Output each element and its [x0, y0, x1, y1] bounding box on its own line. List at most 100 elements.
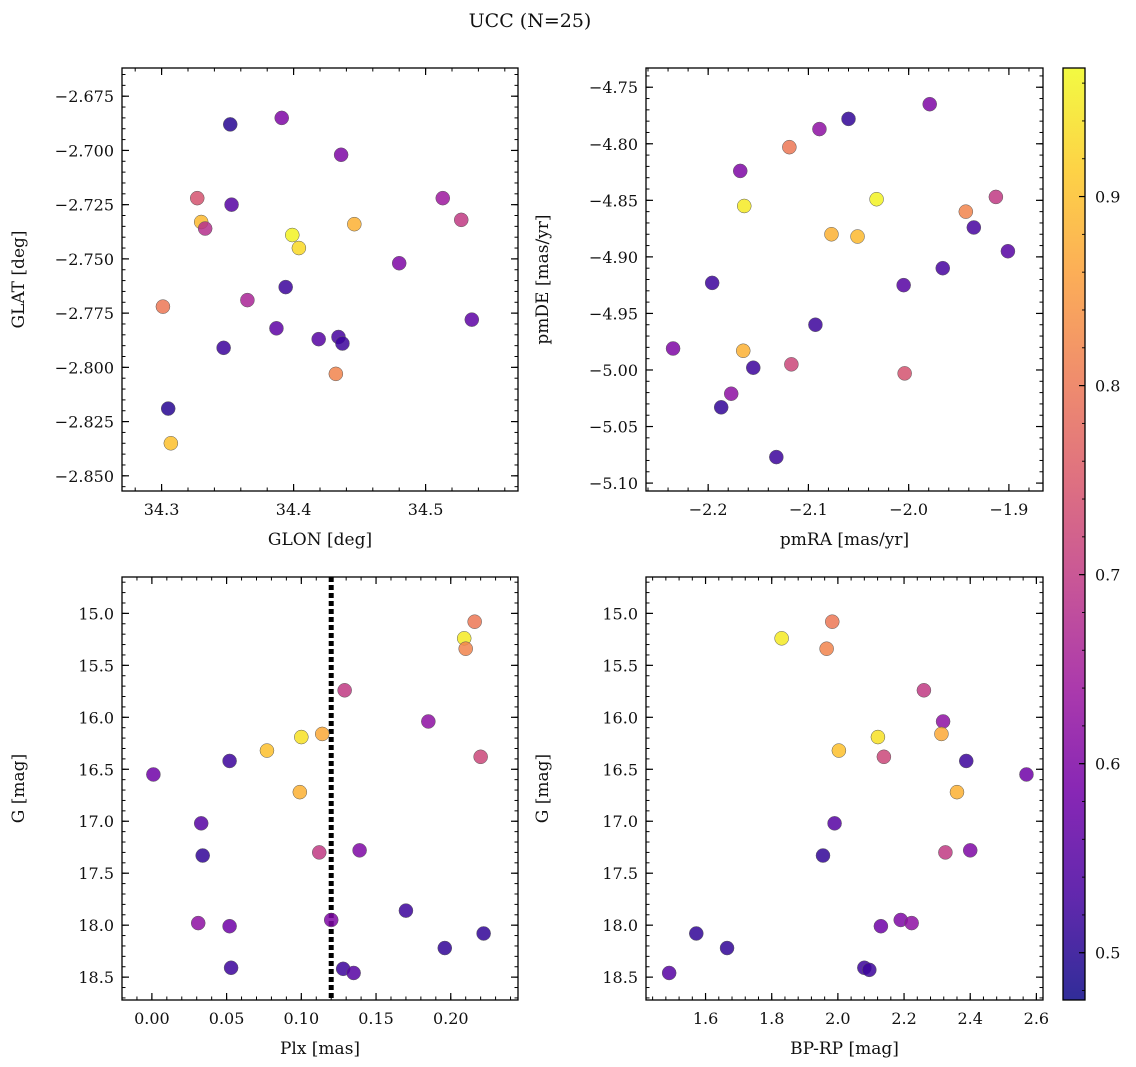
data-point	[216, 340, 231, 356]
data-point	[240, 292, 255, 308]
colorbar-tick-label: 0.8	[1095, 377, 1120, 396]
y-tick-label: −2.750	[55, 250, 114, 269]
data-point	[713, 400, 729, 415]
y-tick-label: 15.0	[602, 604, 638, 623]
data-point	[815, 848, 831, 863]
y-tick-label: 16.0	[78, 708, 114, 727]
data-point	[274, 110, 289, 126]
y-tick-label: 18.5	[602, 968, 638, 987]
data-point	[831, 743, 847, 758]
y-tick-label: 18.5	[78, 968, 114, 987]
y-tick-label: 18.0	[602, 916, 638, 935]
panel-bprp-g: 1.6 1.8 2.0 2.2 2.4 2.6 15.0 15.5 16.0 16.5 17.0 17…	[533, 576, 1049, 1059]
data-point	[812, 121, 827, 137]
data-point	[1019, 767, 1034, 782]
y-tick-label: −2.725	[55, 196, 114, 215]
data-point	[294, 729, 309, 745]
data-point	[224, 197, 239, 212]
y-tick-label: 16.5	[78, 760, 114, 779]
data-point	[723, 386, 739, 401]
panel-plx-g: 0.00 0.05 0.10 0.15 0.20 15.0 15.5 16.0 16.5 17.0…	[9, 576, 519, 1059]
data-point	[958, 204, 974, 219]
x-tick-label: 1.8	[759, 1009, 784, 1028]
data-point	[736, 198, 752, 214]
data-point	[746, 360, 761, 375]
y-axis-label: GLAT [deg]	[9, 230, 29, 328]
data-point	[922, 96, 937, 112]
x-tick-label: 2.0	[825, 1009, 850, 1028]
y-tick-label: −4.95	[589, 304, 638, 323]
data-point	[333, 147, 349, 163]
y-tick-label: −2.775	[55, 304, 114, 323]
y-tick-label: 16.0	[602, 708, 638, 727]
x-tick-label: −2.1	[789, 500, 828, 519]
x-axis-label: Plx [mas]	[280, 1039, 360, 1059]
x-tick-label: −1.9	[989, 500, 1028, 519]
y-tick-label: 17.5	[602, 864, 638, 883]
data-point	[421, 714, 436, 729]
y-tick-label: 15.0	[78, 604, 114, 623]
x-tick-label: 34.3	[144, 500, 180, 519]
data-point	[464, 312, 480, 327]
data-point	[328, 366, 344, 382]
y-tick-label: 15.5	[602, 656, 638, 675]
data-point	[827, 816, 842, 831]
x-tick-label: 0.05	[209, 1009, 245, 1028]
data-point	[337, 683, 352, 698]
x-tick-label: 0.15	[358, 1009, 394, 1028]
y-tick-label: 15.5	[78, 656, 114, 675]
data-point	[769, 449, 784, 465]
data-point	[841, 111, 856, 127]
data-point	[453, 212, 469, 228]
data-point	[222, 117, 238, 132]
data-point	[935, 714, 951, 729]
x-axis-label: BP-RP [mag]	[790, 1039, 899, 1059]
y-tick-label: −2.700	[55, 141, 114, 160]
x-tick-label: 2.4	[957, 1009, 982, 1028]
data-point	[189, 190, 205, 206]
data-point	[193, 816, 209, 831]
data-point	[311, 331, 326, 347]
axes-frame	[645, 67, 1044, 492]
data-point	[458, 641, 473, 656]
x-tick-label: 0.00	[134, 1009, 170, 1028]
data-point	[873, 918, 889, 934]
data-point	[719, 940, 735, 956]
y-tick-label: −4.75	[589, 78, 638, 97]
y-tick-label: −2.825	[55, 413, 114, 432]
data-point	[870, 729, 886, 745]
y-axis-label: G [mag]	[533, 754, 553, 823]
data-point	[1000, 243, 1016, 259]
data-point	[988, 189, 1004, 205]
panel-pmra-pmde: −2.2 −2.1 −2.0 −1.9 −4.75 −4.80 −4.85 −4.90 −4.9…	[533, 67, 1044, 550]
colorbar: 0.5 0.6 0.7 0.8 0.9	[1062, 67, 1120, 1001]
y-tick-label: −4.90	[589, 248, 638, 267]
colorbar-tick-label: 0.6	[1095, 755, 1120, 774]
data-point	[467, 614, 482, 629]
y-tick-label: −5.05	[589, 418, 638, 437]
data-point	[869, 191, 884, 207]
colorbar-tick-label: 0.9	[1095, 188, 1120, 207]
data-point	[896, 277, 911, 293]
data-point	[958, 753, 974, 769]
y-axis-label: G [mag]	[9, 754, 29, 823]
axes-frame	[121, 576, 519, 1001]
y-tick-label: −4.85	[589, 191, 638, 210]
data-point	[435, 190, 451, 206]
data-point	[904, 915, 919, 931]
data-point	[949, 784, 965, 800]
data-point	[222, 753, 237, 769]
data-point	[437, 940, 453, 956]
data-point	[323, 912, 339, 928]
data-point	[146, 767, 161, 782]
data-point	[824, 227, 839, 242]
data-point	[689, 926, 704, 941]
data-point	[473, 749, 488, 765]
data-point	[335, 336, 350, 351]
data-point	[223, 960, 239, 976]
figure-title: UCC (N=25)	[469, 10, 592, 32]
data-point	[314, 726, 330, 742]
data-point	[291, 240, 307, 256]
y-tick-label: 17.0	[78, 812, 114, 831]
